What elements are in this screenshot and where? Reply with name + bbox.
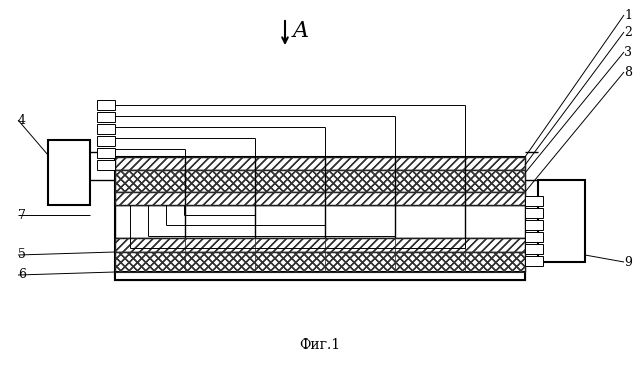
Bar <box>525 208 543 218</box>
Bar <box>525 232 543 242</box>
Bar <box>465 170 525 192</box>
Bar <box>525 244 543 254</box>
Bar <box>395 238 465 252</box>
Bar <box>325 192 395 205</box>
Bar <box>115 157 525 280</box>
Bar <box>465 192 525 205</box>
Bar <box>185 252 255 272</box>
Bar <box>525 196 543 206</box>
Bar <box>115 192 185 205</box>
Bar <box>115 252 525 272</box>
Bar <box>525 256 543 266</box>
Bar <box>115 272 525 280</box>
Bar <box>255 252 325 272</box>
Bar <box>185 192 255 205</box>
Bar <box>255 238 325 252</box>
Bar <box>325 170 395 192</box>
Bar <box>115 252 185 272</box>
Bar <box>97 124 115 134</box>
Bar <box>465 157 525 170</box>
Bar <box>465 238 525 252</box>
Bar <box>97 160 115 170</box>
Bar <box>115 170 525 192</box>
Bar <box>395 192 465 205</box>
Bar <box>115 157 525 170</box>
Bar <box>97 100 115 110</box>
Bar <box>115 170 185 192</box>
Bar <box>97 148 115 158</box>
Text: 5: 5 <box>18 248 26 261</box>
Bar <box>525 220 543 230</box>
Bar <box>97 112 115 122</box>
Bar <box>115 205 525 238</box>
Bar <box>115 238 525 252</box>
Bar <box>97 136 115 146</box>
Bar <box>395 252 465 272</box>
Bar <box>395 157 465 170</box>
Bar <box>255 170 325 192</box>
Text: 6: 6 <box>18 269 26 282</box>
Text: 9: 9 <box>624 255 632 269</box>
Text: 8: 8 <box>624 65 632 79</box>
Bar <box>115 238 185 252</box>
Text: A: A <box>293 20 309 42</box>
Bar <box>255 192 325 205</box>
Text: 4: 4 <box>18 113 26 126</box>
Bar <box>325 157 395 170</box>
Text: 7: 7 <box>18 208 26 221</box>
Bar <box>185 157 255 170</box>
Text: 1: 1 <box>624 9 632 21</box>
Bar <box>325 238 395 252</box>
Bar <box>538 180 585 262</box>
Bar <box>48 140 90 205</box>
Bar <box>325 252 395 272</box>
Bar <box>115 192 525 205</box>
Bar <box>465 252 525 272</box>
Bar <box>115 157 185 170</box>
Bar <box>255 157 325 170</box>
Bar <box>185 170 255 192</box>
Bar <box>395 170 465 192</box>
Bar <box>185 238 255 252</box>
Text: 2: 2 <box>624 25 632 39</box>
Text: 3: 3 <box>624 46 632 58</box>
Text: Фиг.1: Фиг.1 <box>300 338 340 352</box>
